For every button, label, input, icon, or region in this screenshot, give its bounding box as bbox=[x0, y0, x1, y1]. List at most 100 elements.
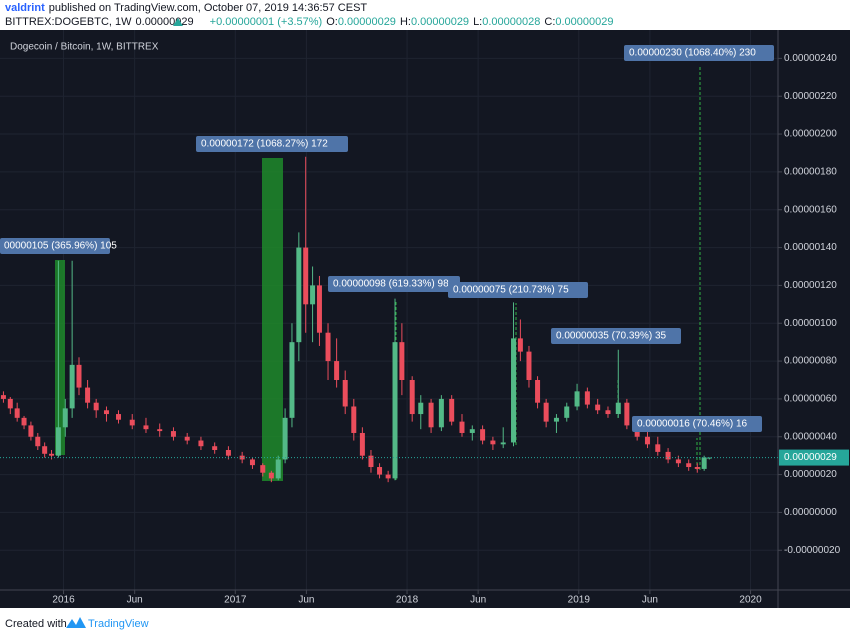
candle-body bbox=[385, 474, 391, 479]
candle-body bbox=[409, 380, 415, 415]
y-tick-label: 0.00000120 bbox=[784, 280, 837, 291]
x-tick-label: Jun bbox=[298, 595, 314, 606]
annotation-box bbox=[0, 238, 110, 254]
y-tick-label: 0.00000160 bbox=[784, 204, 837, 215]
candle-body bbox=[342, 380, 348, 407]
candle-body bbox=[260, 465, 266, 473]
candle-body bbox=[7, 398, 13, 409]
x-tick-label: 2020 bbox=[739, 595, 762, 606]
candle-body bbox=[511, 338, 517, 443]
candle-body bbox=[368, 455, 374, 468]
candle-body bbox=[289, 342, 295, 418]
candle-body bbox=[469, 429, 475, 433]
candle-body bbox=[93, 402, 99, 411]
candle-body bbox=[69, 364, 75, 409]
candle-body bbox=[49, 453, 55, 456]
footer-brand[interactable]: TradingView bbox=[88, 618, 149, 630]
c-value: 0.00000029 bbox=[555, 16, 613, 28]
annotation: 0.00000172 (1068.27%) 172 bbox=[201, 139, 328, 150]
y-tick-label: 0.00000100 bbox=[784, 318, 837, 329]
candle-body bbox=[85, 387, 91, 403]
candle-body bbox=[564, 406, 570, 418]
candle-body bbox=[675, 459, 681, 464]
l-label: L: bbox=[473, 16, 482, 28]
annotation-box bbox=[328, 276, 460, 292]
y-tick-label: 0.00000240 bbox=[784, 53, 837, 64]
change: +0.00000001 (+3.57%) bbox=[210, 16, 323, 28]
x-tick-label: 2018 bbox=[396, 595, 419, 606]
publish-line: valdrint published on TradingView.com, Oc… bbox=[5, 2, 367, 14]
measure-box bbox=[262, 158, 283, 481]
candle-body bbox=[543, 402, 549, 422]
annotation-box bbox=[551, 328, 681, 344]
y-tick-label: 0.00000140 bbox=[784, 242, 837, 253]
candle-body bbox=[42, 446, 48, 454]
candle-body bbox=[655, 444, 661, 452]
candle-body bbox=[316, 285, 322, 333]
grid bbox=[0, 30, 778, 590]
candle-body bbox=[595, 404, 601, 411]
measure-box bbox=[55, 260, 65, 455]
candle-body bbox=[701, 457, 707, 469]
annotation: 0.00000075 (210.73%) 75 bbox=[453, 285, 569, 296]
candle-body bbox=[129, 419, 135, 426]
chart-title: Dogecoin / Bitcoin, 1W, BITTREX bbox=[10, 42, 159, 53]
candle-body bbox=[303, 247, 309, 305]
c-label: C: bbox=[544, 16, 555, 28]
x-tick-label: Jun bbox=[127, 595, 143, 606]
candle-body bbox=[170, 431, 176, 437]
candle-body bbox=[249, 459, 255, 466]
candle-body bbox=[325, 332, 331, 362]
candle-body bbox=[428, 402, 434, 428]
logo bbox=[66, 617, 86, 628]
published: published on TradingView.com, October 07… bbox=[49, 2, 368, 14]
chart-background bbox=[0, 30, 850, 608]
candle-body bbox=[644, 436, 650, 445]
candle-body bbox=[624, 402, 630, 426]
candle-body bbox=[399, 342, 405, 380]
x-tick-label: 2019 bbox=[568, 595, 591, 606]
y-tick-label: -0.00000020 bbox=[784, 545, 841, 556]
candle-body bbox=[296, 247, 302, 343]
y-tick-label: 0.00000220 bbox=[784, 91, 837, 102]
candle-body bbox=[605, 410, 611, 415]
candle-body bbox=[377, 467, 383, 475]
candle-body bbox=[449, 398, 455, 422]
candle-body bbox=[310, 285, 316, 305]
candle-body bbox=[392, 342, 398, 479]
candle-body bbox=[239, 455, 245, 460]
candle-body bbox=[694, 467, 700, 469]
y-tick-label: 0.00000180 bbox=[784, 167, 837, 178]
annotation: 0.00000230 (1068.40%) 230 bbox=[629, 48, 756, 59]
annotation-box bbox=[624, 45, 774, 61]
candle-body bbox=[282, 417, 288, 460]
candle-body bbox=[143, 425, 149, 430]
candle-body bbox=[615, 402, 621, 415]
candle-body bbox=[500, 442, 506, 445]
candle-body bbox=[490, 440, 496, 445]
price: 0.00000029 bbox=[136, 16, 194, 28]
candle-body bbox=[459, 421, 465, 433]
candle-body bbox=[438, 398, 444, 428]
candle-body bbox=[14, 408, 20, 418]
candle-body bbox=[0, 395, 6, 399]
last-price-label: 0.00000029 bbox=[784, 452, 837, 463]
last-price-box bbox=[779, 449, 849, 466]
candle-body bbox=[212, 446, 218, 450]
author[interactable]: valdrint bbox=[5, 2, 45, 14]
symbol: BITTREX:DOGEBTC, 1W bbox=[5, 16, 132, 28]
h-value: 0.00000029 bbox=[411, 16, 469, 28]
candle-body bbox=[184, 436, 190, 441]
x-tick-label: Jun bbox=[470, 595, 486, 606]
annotation-box bbox=[448, 282, 588, 298]
x-tick-label: 2016 bbox=[52, 595, 75, 606]
l-value: 0.00000028 bbox=[482, 16, 540, 28]
candle-body bbox=[480, 429, 486, 441]
annotation: 0.00000098 (619.33%) 98 bbox=[333, 279, 449, 290]
o-value: 0.00000029 bbox=[338, 16, 396, 28]
annotation-box bbox=[196, 136, 348, 152]
candle-body bbox=[584, 391, 590, 405]
y-tick-label: 0.00000060 bbox=[784, 394, 837, 405]
candle-body bbox=[225, 450, 231, 456]
